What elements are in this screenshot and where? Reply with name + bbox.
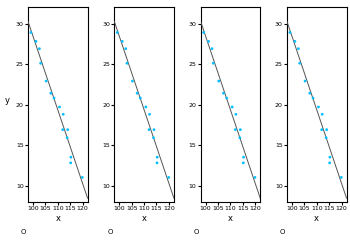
Point [201, 31, 206, 34]
Point [232, 128, 238, 132]
Point [28, 31, 34, 34]
Point [147, 112, 152, 116]
Point [338, 175, 344, 179]
Point [124, 61, 130, 65]
Point [237, 136, 243, 140]
X-axis label: x: x [55, 214, 60, 223]
Point [68, 161, 74, 165]
Point [216, 79, 222, 83]
Point [233, 112, 239, 116]
Point [302, 79, 308, 83]
Point [324, 128, 329, 132]
Point [43, 79, 49, 83]
Point [134, 91, 140, 95]
Point [238, 128, 243, 132]
Y-axis label: y: y [5, 95, 10, 105]
Point [292, 39, 298, 43]
X-axis label: x: x [142, 214, 147, 223]
Point [297, 61, 302, 65]
Point [310, 96, 316, 100]
Point [224, 96, 230, 100]
Point [319, 128, 324, 132]
Point [65, 128, 70, 132]
Point [307, 91, 313, 95]
Point [37, 47, 42, 51]
Point [323, 136, 329, 140]
Point [229, 105, 235, 109]
Point [38, 61, 43, 65]
Point [252, 175, 258, 179]
Point [166, 175, 172, 179]
Point [287, 31, 293, 34]
Point [327, 155, 333, 159]
Point [57, 105, 62, 109]
Point [138, 96, 143, 100]
Point [206, 39, 211, 43]
Point [240, 161, 246, 165]
Point [209, 47, 215, 51]
Point [48, 91, 54, 95]
Point [154, 155, 160, 159]
Text: O: O [21, 229, 26, 235]
X-axis label: x: x [314, 214, 319, 223]
Text: O: O [280, 229, 285, 235]
Point [316, 105, 321, 109]
Point [146, 128, 152, 132]
Text: O: O [194, 229, 199, 235]
Point [296, 47, 301, 51]
Point [130, 79, 135, 83]
Point [64, 136, 70, 140]
Point [151, 136, 156, 140]
Text: O: O [107, 229, 113, 235]
Point [60, 128, 65, 132]
X-axis label: x: x [228, 214, 233, 223]
Point [123, 47, 128, 51]
Point [68, 155, 74, 159]
Point [210, 61, 216, 65]
Point [320, 112, 325, 116]
Point [33, 39, 39, 43]
Point [114, 31, 120, 34]
Point [61, 112, 66, 116]
Point [241, 155, 246, 159]
Point [151, 128, 157, 132]
Point [327, 161, 332, 165]
Point [119, 39, 125, 43]
Point [143, 105, 149, 109]
Point [220, 91, 226, 95]
Point [79, 175, 85, 179]
Point [51, 96, 57, 100]
Point [154, 161, 160, 165]
